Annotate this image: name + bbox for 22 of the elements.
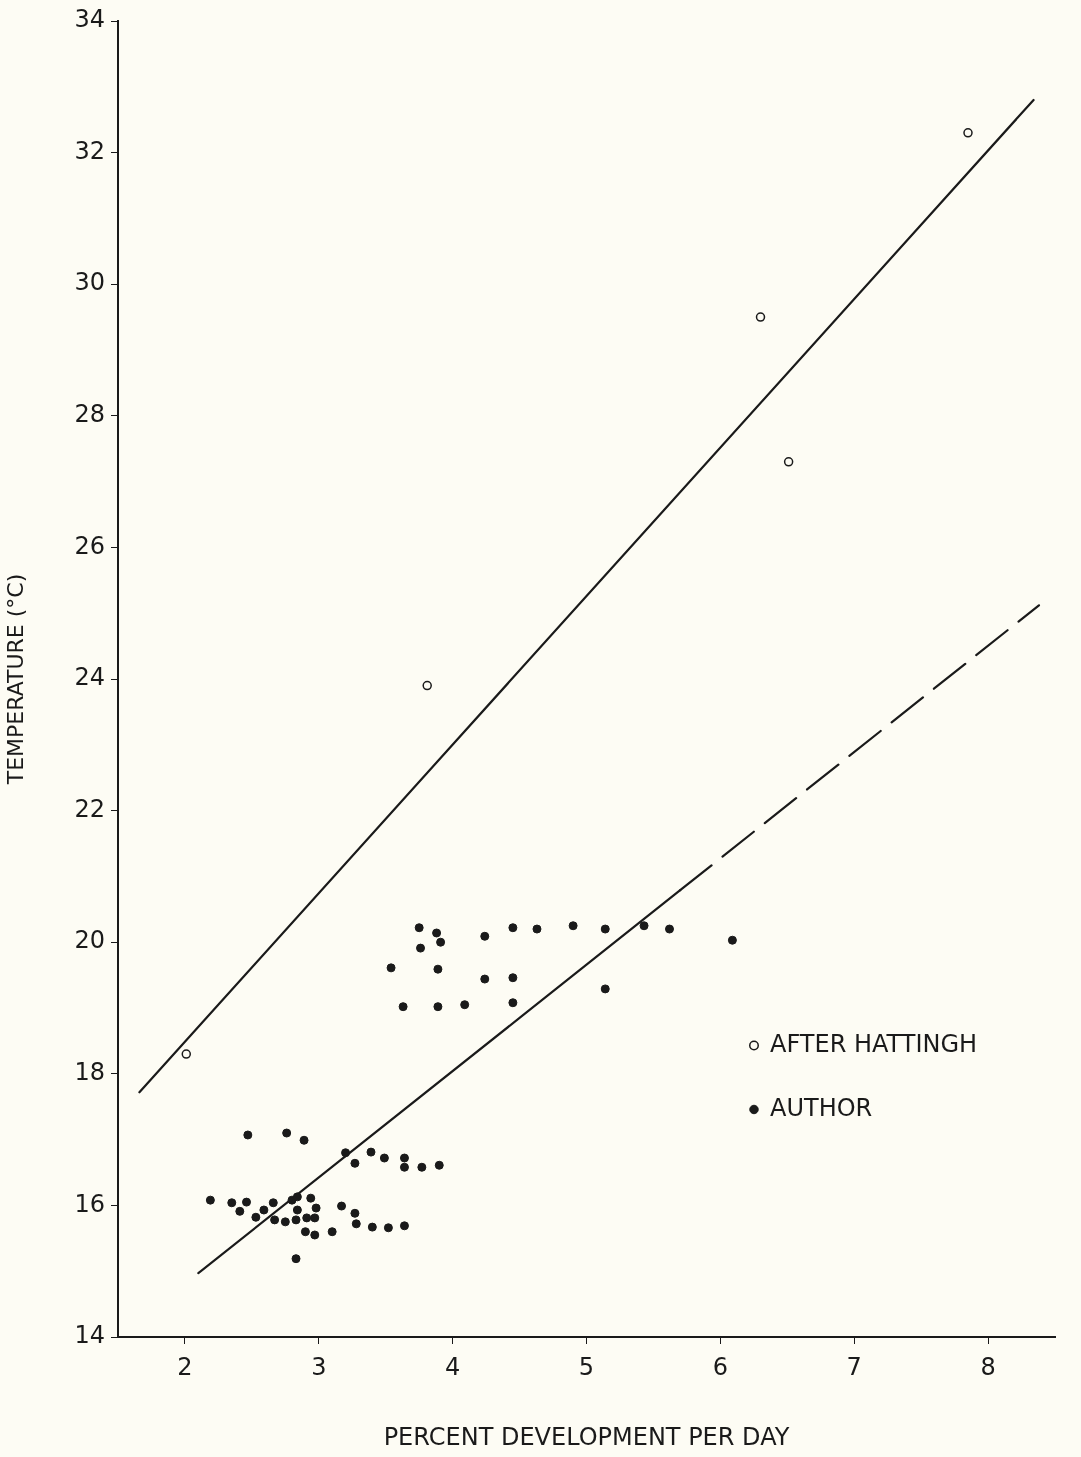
x-tick-label: 7 (846, 1352, 862, 1381)
legend-label: AFTER HATTINGH (770, 1029, 978, 1058)
y-tick-label: 20 (74, 926, 105, 955)
x-axis-title: PERCENT DEVELOPMENT PER DAY (383, 1422, 790, 1451)
x-tick-label: 3 (311, 1352, 327, 1381)
legend-label: AUTHOR (770, 1093, 873, 1122)
y-tick-label: 14 (74, 1321, 105, 1350)
x-tick-label: 2 (177, 1352, 193, 1381)
x-tick-label: 4 (445, 1352, 461, 1381)
y-axis-title: TEMPERATURE (°C) (2, 573, 28, 786)
y-tick-label: 18 (74, 1058, 105, 1087)
y-tick-label: 24 (74, 663, 105, 692)
x-tick-label: 6 (712, 1352, 728, 1381)
y-tick-label: 22 (74, 794, 105, 823)
y-tick-label: 34 (74, 5, 105, 34)
y-tick-label: 16 (74, 1189, 105, 1218)
y-tick-label: 28 (74, 400, 105, 429)
x-tick-label: 5 (578, 1352, 595, 1381)
y-tick-label: 32 (74, 136, 105, 165)
x-tick-label: 8 (980, 1352, 996, 1381)
y-tick-label: 30 (74, 268, 105, 297)
y-tick-label: 26 (74, 531, 105, 560)
